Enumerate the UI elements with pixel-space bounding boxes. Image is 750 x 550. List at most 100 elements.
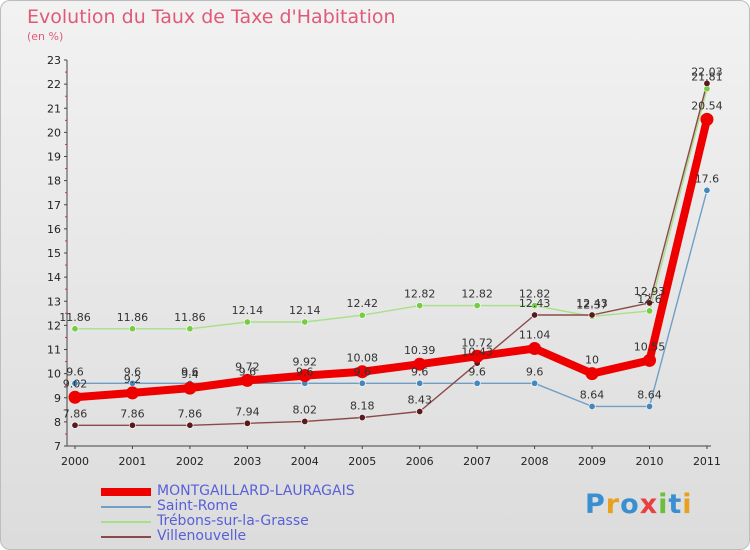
data-label-s2-2006: 12.82 xyxy=(404,288,436,301)
legend-swatch-villenouvelle xyxy=(101,536,151,538)
data-label-s0-2008: 11.04 xyxy=(519,329,551,342)
data-point-s3-2000 xyxy=(71,421,79,429)
data-point-s3-2005 xyxy=(358,414,366,422)
data-point-s2-2004 xyxy=(301,318,309,326)
data-point-s1-2005 xyxy=(358,379,366,387)
data-point-s1-2011 xyxy=(703,186,711,194)
data-label-s3-2009: 12.43 xyxy=(576,297,608,310)
data-point-s2-2010 xyxy=(645,307,653,315)
data-label-s1-2003: 9.6 xyxy=(239,365,257,378)
data-point-s0-2001 xyxy=(125,386,139,400)
y-tick-label: 7 xyxy=(54,440,61,453)
y-tick-label: 22 xyxy=(47,78,61,91)
y-tick-label: 17 xyxy=(47,199,61,212)
y-tick-label: 15 xyxy=(47,247,61,260)
data-label-s0-2002: 9.4 xyxy=(181,368,199,381)
data-label-s1-2010: 8.64 xyxy=(637,388,662,401)
y-tick-label: 21 xyxy=(47,102,61,115)
x-tick-label: 2002 xyxy=(176,455,204,468)
x-tick-label: 2009 xyxy=(578,455,606,468)
series-line-0 xyxy=(71,115,711,402)
data-point-s0-2008 xyxy=(528,342,542,356)
data-label-s3-2001: 7.86 xyxy=(120,407,145,420)
y-tick-label: 20 xyxy=(47,126,61,139)
proxiti-logo: Proxiti xyxy=(585,489,693,520)
data-label-s2-2001: 11.86 xyxy=(117,311,149,324)
data-point-s2-2000 xyxy=(71,325,79,333)
data-label-s1-2000: 9.6 xyxy=(66,365,84,378)
data-label-s3-2006: 8.43 xyxy=(407,394,432,407)
data-label-s0-2007: 10.72 xyxy=(461,336,493,349)
y-tick-label: 13 xyxy=(47,295,61,308)
y-tick-label: 14 xyxy=(47,271,61,284)
y-tick-label: 10 xyxy=(47,368,61,381)
data-point-s3-2004 xyxy=(301,417,309,425)
data-label-s2-2002: 11.86 xyxy=(174,311,206,324)
legend-swatch-montgaillard xyxy=(101,488,151,496)
x-tick-label: 2006 xyxy=(406,455,434,468)
data-label-s2-2005: 12.42 xyxy=(347,297,379,310)
data-label-s1-2005: 9.6 xyxy=(354,365,372,378)
data-label-s0-2004: 9.92 xyxy=(293,356,318,369)
data-point-s0-2011 xyxy=(700,112,714,126)
x-tick-label: 2011 xyxy=(693,455,721,468)
legend-label-montgaillard: MONTGAILLARD-LAURAGAIS xyxy=(157,483,355,499)
y-tick-label: 16 xyxy=(47,223,61,236)
x-tick-label: 2000 xyxy=(61,455,89,468)
x-tick-label: 2008 xyxy=(521,455,549,468)
data-label-s3-2008: 12.43 xyxy=(519,297,551,310)
data-label-s2-2004: 12.14 xyxy=(289,304,321,317)
y-tick-label: 8 xyxy=(54,416,61,429)
chart-title: Evolution du Taux de Taxe d'Habitation xyxy=(27,6,396,28)
data-point-s1-2009 xyxy=(588,402,596,410)
data-label-s3-2000: 7.86 xyxy=(63,407,88,420)
y-tick-label: 23 xyxy=(47,54,61,67)
data-label-s1-2009: 8.64 xyxy=(580,388,605,401)
data-point-s2-2003 xyxy=(243,318,251,326)
y-tick-label: 19 xyxy=(47,151,61,164)
data-label-s2-2008: 12.82 xyxy=(519,288,551,301)
data-label-s1-2001: 9.6 xyxy=(124,365,142,378)
data-point-s3-2008 xyxy=(531,311,539,319)
data-label-s0-2011: 20.54 xyxy=(691,99,723,112)
data-point-s1-2006 xyxy=(416,379,424,387)
data-point-s0-2007 xyxy=(470,349,484,363)
data-point-s2-2006 xyxy=(416,302,424,310)
data-point-s0-2006 xyxy=(413,357,427,371)
x-tick-label: 2007 xyxy=(463,455,491,468)
data-point-s2-2002 xyxy=(186,325,194,333)
data-label-s3-2011: 22.03 xyxy=(691,65,723,78)
legend-swatch-trebons xyxy=(101,521,151,523)
data-point-s2-2001 xyxy=(128,325,136,333)
y-tick-label: 18 xyxy=(47,175,61,188)
data-label-s2-2009: 12.37 xyxy=(576,298,608,311)
data-point-s1-2007 xyxy=(473,379,481,387)
data-point-s1-2008 xyxy=(531,379,539,387)
data-label-s1-2008: 9.6 xyxy=(526,365,544,378)
data-point-s0-2010 xyxy=(643,353,656,367)
data-label-s0-2006: 10.39 xyxy=(404,344,436,357)
series-line-2 xyxy=(74,88,708,330)
data-label-s2-2000: 11.86 xyxy=(59,311,91,324)
data-label-s3-2004: 8.02 xyxy=(293,403,318,416)
data-label-s3-2007: 10.43 xyxy=(461,345,493,358)
data-label-s0-2009: 10 xyxy=(585,354,599,367)
data-point-s3-2010 xyxy=(645,299,653,307)
data-point-s0-2005 xyxy=(355,365,369,379)
data-point-s3-2006 xyxy=(416,408,424,416)
y-tick-label: 12 xyxy=(47,319,61,332)
legend-label-villenouvelle: Villenouvelle xyxy=(157,528,247,544)
data-point-s0-2003 xyxy=(240,373,254,387)
data-label-s0-2010: 10.55 xyxy=(634,340,666,353)
data-label-s3-2002: 7.86 xyxy=(178,407,203,420)
data-point-s2-2008 xyxy=(531,302,539,310)
data-point-s3-2003 xyxy=(243,419,251,427)
data-point-s3-2011 xyxy=(703,79,711,87)
unit-label: (en %) xyxy=(27,30,64,43)
data-label-s1-2007: 9.6 xyxy=(468,365,486,378)
data-label-s0-2003: 9.72 xyxy=(235,360,260,373)
legend-label-trebons: Trébons-sur-la-Grasse xyxy=(157,513,309,529)
x-tick-label: 2004 xyxy=(291,455,319,468)
data-point-s0-2004 xyxy=(298,369,312,383)
